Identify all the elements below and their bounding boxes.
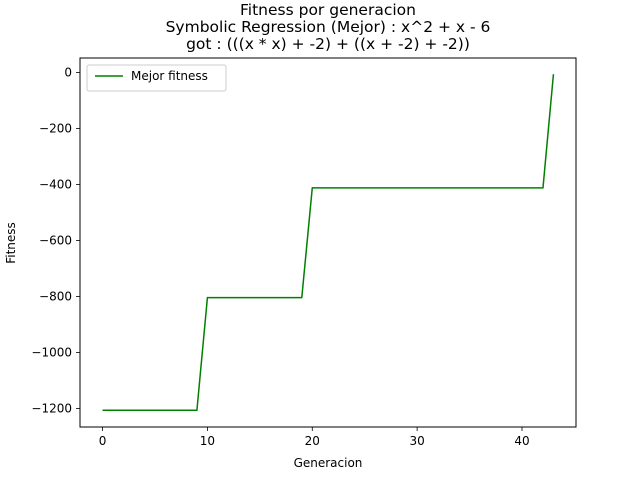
x-tick-label: 30 xyxy=(409,434,424,448)
legend-label: Mejor fitness xyxy=(131,69,208,83)
y-tick-label: −1200 xyxy=(31,402,72,416)
plot-area xyxy=(102,74,555,411)
x-axis: 0 10 20 30 40 xyxy=(99,427,530,448)
y-tick-label: −200 xyxy=(39,122,72,136)
y-tick-label: 0 xyxy=(64,66,72,80)
x-tick-label: 20 xyxy=(305,434,320,448)
x-axis-label: Generacion xyxy=(294,456,363,470)
y-axis-label: Fitness xyxy=(4,222,18,264)
x-tick-label: 40 xyxy=(514,434,529,448)
legend: Mejor fitness xyxy=(86,64,227,92)
plot-frame xyxy=(79,57,577,428)
series-line-0 xyxy=(102,74,555,411)
y-tick-label: −1000 xyxy=(31,346,72,360)
y-axis: 0 −200 −400 −600 −800 −1000 −1200 xyxy=(31,66,80,416)
y-tick-label: −600 xyxy=(39,234,72,248)
x-tick-label: 10 xyxy=(200,434,215,448)
chart-title-line-3: got : (((x * x) + -2) + ((x + -2) + -2)) xyxy=(186,35,470,53)
chart-title-line-2: Symbolic Regression (Mejor) : x^2 + x - … xyxy=(166,18,491,36)
x-tick-label: 0 xyxy=(99,434,107,448)
y-tick-label: −400 xyxy=(39,178,72,192)
y-tick-label: −800 xyxy=(39,290,72,304)
legend-box xyxy=(86,64,227,92)
chart-title-line-1: Fitness por generacion xyxy=(240,1,416,19)
